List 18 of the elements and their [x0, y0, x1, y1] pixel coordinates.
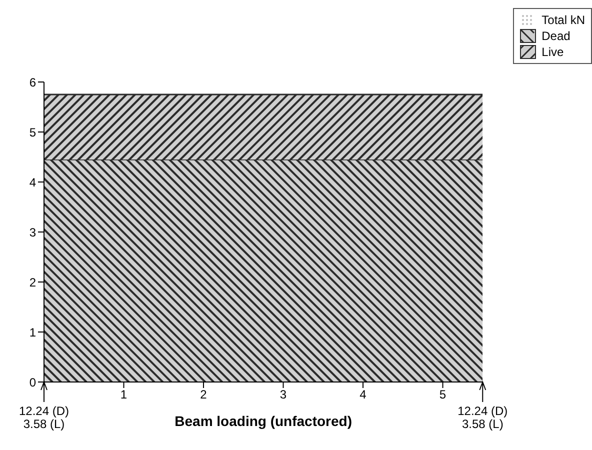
y-tick-label: 6 — [29, 75, 36, 90]
x-axis-title: Beam loading (unfactored) — [174, 413, 352, 429]
x-tick-label: 2 — [200, 388, 208, 402]
y-tick-label: 5 — [29, 125, 36, 140]
x-tick-label: 1 — [120, 388, 128, 402]
legend-label: Dead — [542, 28, 570, 44]
x-tick-label: 5 — [439, 388, 446, 402]
annotation: 12.24 (D) 3.58 (L) — [18, 404, 70, 431]
y-tick-label: 2 — [29, 275, 36, 290]
y-tick-label: 0 — [29, 375, 36, 390]
y-tick-label: 1 — [29, 325, 36, 340]
y-tick-label: 3 — [29, 225, 36, 240]
legend-title: Total kN — [542, 12, 585, 28]
x-tick-label: 4 — [360, 388, 367, 402]
y-tick-label: 4 — [29, 175, 36, 190]
x-tick-label: 3 — [280, 388, 287, 402]
annotation: 12.24 (D) 3.58 (L) — [458, 404, 508, 431]
legend-label: Live — [542, 44, 564, 60]
